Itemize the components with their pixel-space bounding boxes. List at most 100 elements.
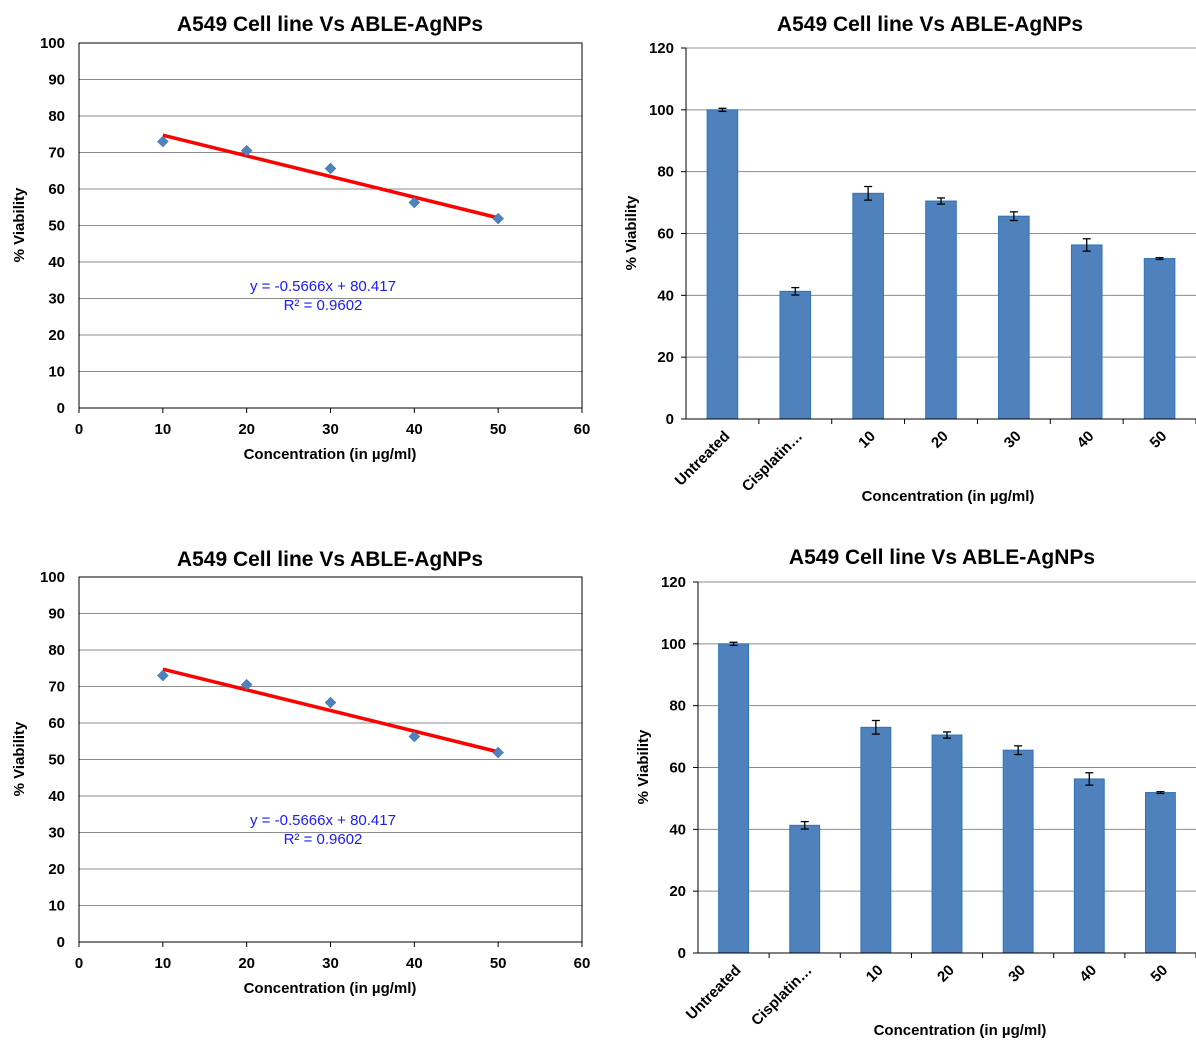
y-tick-label: 60 <box>48 181 65 198</box>
y-tick-label: 60 <box>48 715 65 732</box>
data-point <box>240 144 253 157</box>
bar <box>1143 258 1176 420</box>
x-tick-label: 50 <box>1147 428 1171 452</box>
x-tick-label: 10 <box>154 955 171 972</box>
bar <box>706 109 739 420</box>
data-point <box>156 135 169 148</box>
r-squared-label: R² = 0.9602 <box>284 831 363 848</box>
y-tick-label: 90 <box>48 606 65 623</box>
data-point <box>324 696 337 709</box>
y-tick-label: 120 <box>649 40 674 57</box>
y-tick-label: 10 <box>48 898 65 915</box>
x-tick-label: 10 <box>154 421 171 438</box>
bar <box>931 734 963 954</box>
bar <box>1070 244 1103 420</box>
y-tick-label: 10 <box>48 364 65 381</box>
y-axis-title: % Viability <box>635 729 652 804</box>
x-tick-label: Cisplatin… <box>748 962 815 1029</box>
x-tick-label: 30 <box>1001 428 1025 452</box>
data-point <box>492 212 505 225</box>
data-point <box>408 196 421 209</box>
x-tick-label: 60 <box>574 421 591 438</box>
x-tick-label: 50 <box>490 421 507 438</box>
x-axis-title: Concentration (in µg/ml) <box>862 488 1035 505</box>
y-axis-title: % Viability <box>623 195 640 270</box>
bar <box>718 643 750 954</box>
x-tick-label: 20 <box>238 421 255 438</box>
y-tick-label: 0 <box>57 400 65 417</box>
scatter-chart-bottom: A549 Cell line Vs ABLE-AgNPs 0 10 20 30 40 50… <box>11 548 590 997</box>
chart-title: A549 Cell line Vs ABLE-AgNPs <box>789 546 1095 569</box>
x-tick-label: Untreated <box>683 962 745 1024</box>
y-tick-label: 90 <box>48 72 65 89</box>
y-tick-label: 100 <box>649 102 674 119</box>
y-tick-label: 0 <box>57 934 65 951</box>
y-tick-label: 40 <box>48 788 65 805</box>
y-tick-label: 40 <box>657 287 674 304</box>
bar-chart-top: A549 Cell line Vs ABLE-AgNPs 0 20 40 60 80 10… <box>623 13 1196 505</box>
y-tick-label: 20 <box>657 349 674 366</box>
data-point <box>156 669 169 682</box>
y-tick-label: 80 <box>669 698 686 715</box>
y-tick-label: 70 <box>48 679 65 696</box>
x-axis-title: Concentration (in µg/ml) <box>244 446 417 463</box>
y-tick-label: 120 <box>661 574 686 591</box>
y-tick-label: 60 <box>657 226 674 243</box>
x-tick-label: 0 <box>75 421 83 438</box>
trendline <box>162 667 499 754</box>
y-tick-label: 40 <box>48 254 65 271</box>
x-tick-label: 0 <box>75 955 83 972</box>
data-point <box>240 678 253 691</box>
plot-area-border <box>78 42 583 409</box>
x-tick-label: 10 <box>863 962 887 986</box>
x-axis-title: Concentration (in µg/ml) <box>874 1022 1047 1039</box>
chart-title: A549 Cell line Vs ABLE-AgNPs <box>777 13 1083 36</box>
y-tick-label: 30 <box>48 291 65 308</box>
bar <box>1002 749 1034 954</box>
x-tick-label: Untreated <box>672 428 734 490</box>
y-tick-label: 20 <box>669 883 686 900</box>
data-point <box>492 746 505 759</box>
y-tick-label: 60 <box>669 760 686 777</box>
chart-title: A549 Cell line Vs ABLE-AgNPs <box>177 548 483 571</box>
y-tick-label: 20 <box>48 327 65 344</box>
y-tick-label: 0 <box>678 945 686 962</box>
plot-area-border <box>78 576 583 943</box>
y-tick-label: 80 <box>657 164 674 181</box>
y-tick-label: 50 <box>48 752 65 769</box>
y-tick-label: 70 <box>48 145 65 162</box>
x-tick-label: 40 <box>1074 428 1098 452</box>
x-tick-label: 30 <box>322 955 339 972</box>
data-point <box>408 730 421 743</box>
y-tick-label: 30 <box>48 825 65 842</box>
y-tick-label: 50 <box>48 218 65 235</box>
bar <box>1144 792 1176 954</box>
x-axis-title: Concentration (in µg/ml) <box>244 980 417 997</box>
x-tick-label: 50 <box>1147 962 1171 986</box>
x-tick-label: 40 <box>406 421 423 438</box>
bar <box>925 200 957 420</box>
y-tick-label: 100 <box>661 636 686 653</box>
y-tick-label: 0 <box>666 411 674 428</box>
x-tick-label: 30 <box>1005 962 1029 986</box>
x-tick-label: 60 <box>574 955 591 972</box>
bar <box>852 192 884 420</box>
x-tick-label: Cisplatin… <box>739 428 806 495</box>
bar <box>1073 778 1105 954</box>
y-axis-title: % Viability <box>11 721 28 796</box>
x-tick-label: 30 <box>322 421 339 438</box>
x-tick-label: 20 <box>238 955 255 972</box>
y-tick-label: 20 <box>48 861 65 878</box>
y-tick-label: 80 <box>48 642 65 659</box>
bar <box>779 290 812 420</box>
trendline-equation: y = -0.5666x + 80.417 <box>250 812 396 829</box>
x-tick-label: 10 <box>855 428 879 452</box>
trendline-equation: y = -0.5666x + 80.417 <box>250 278 396 295</box>
bar <box>860 726 892 954</box>
x-tick-label: 40 <box>406 955 423 972</box>
y-tick-label: 80 <box>48 108 65 125</box>
bar <box>998 215 1030 420</box>
x-tick-label: 20 <box>928 428 952 452</box>
x-tick-label: 50 <box>490 955 507 972</box>
